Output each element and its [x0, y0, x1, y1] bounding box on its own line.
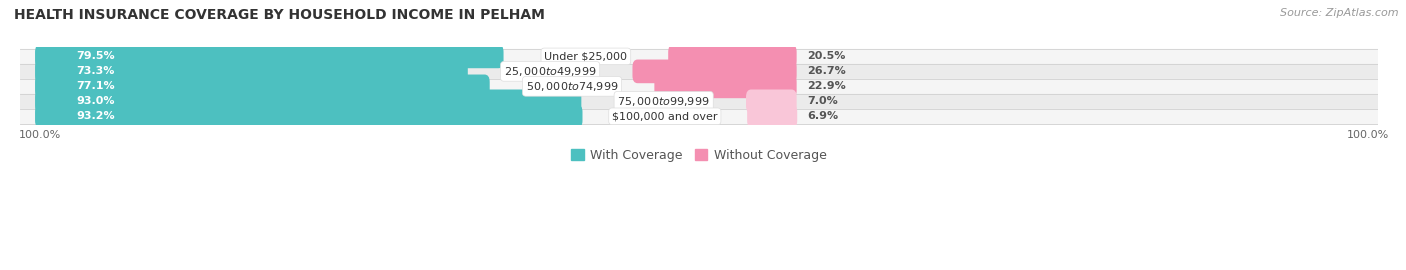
Text: Source: ZipAtlas.com: Source: ZipAtlas.com: [1281, 8, 1399, 18]
FancyBboxPatch shape: [633, 60, 797, 83]
FancyBboxPatch shape: [35, 89, 581, 113]
Text: 6.9%: 6.9%: [807, 111, 838, 121]
Text: $100,000 and over: $100,000 and over: [612, 111, 717, 121]
Text: Under $25,000: Under $25,000: [544, 51, 627, 61]
Legend: With Coverage, Without Coverage: With Coverage, Without Coverage: [571, 149, 827, 162]
Bar: [20, 49, 1378, 64]
FancyBboxPatch shape: [35, 60, 468, 83]
FancyBboxPatch shape: [654, 75, 797, 98]
Text: 93.0%: 93.0%: [76, 96, 115, 106]
FancyBboxPatch shape: [35, 104, 582, 128]
Text: $50,000 to $74,999: $50,000 to $74,999: [526, 80, 619, 93]
FancyBboxPatch shape: [35, 75, 489, 98]
Text: 22.9%: 22.9%: [807, 81, 845, 91]
Text: 79.5%: 79.5%: [76, 51, 115, 61]
Text: 77.1%: 77.1%: [76, 81, 115, 91]
FancyBboxPatch shape: [35, 45, 503, 68]
Bar: [20, 79, 1378, 94]
Text: HEALTH INSURANCE COVERAGE BY HOUSEHOLD INCOME IN PELHAM: HEALTH INSURANCE COVERAGE BY HOUSEHOLD I…: [14, 8, 546, 22]
Bar: [20, 94, 1378, 109]
FancyBboxPatch shape: [747, 89, 797, 113]
Text: 7.0%: 7.0%: [807, 96, 838, 106]
FancyBboxPatch shape: [668, 45, 797, 68]
Bar: [20, 64, 1378, 79]
Text: 93.2%: 93.2%: [76, 111, 115, 121]
Text: 73.3%: 73.3%: [76, 66, 115, 76]
Text: 26.7%: 26.7%: [807, 66, 845, 76]
Text: $25,000 to $49,999: $25,000 to $49,999: [503, 65, 596, 78]
FancyBboxPatch shape: [747, 104, 797, 128]
Text: $75,000 to $99,999: $75,000 to $99,999: [617, 95, 710, 108]
Bar: [20, 109, 1378, 124]
Text: 20.5%: 20.5%: [807, 51, 845, 61]
